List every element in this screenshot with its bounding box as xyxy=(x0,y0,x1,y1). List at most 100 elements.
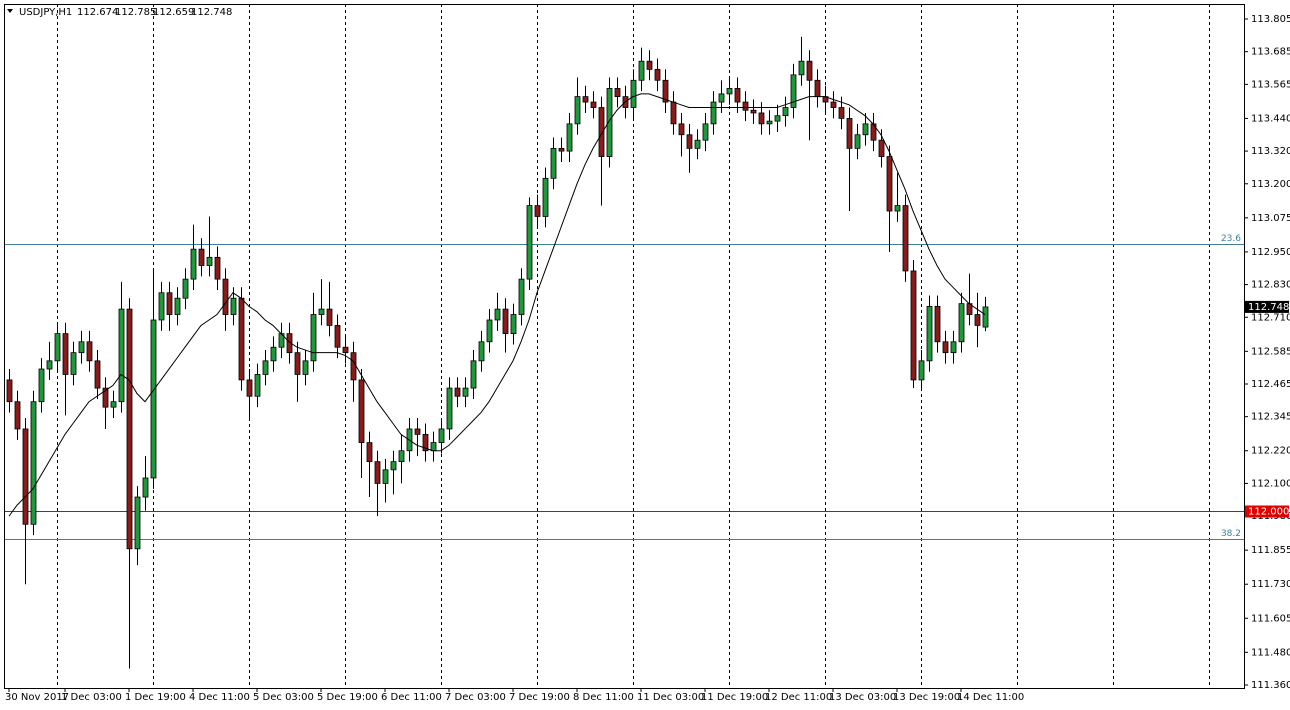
candle-body xyxy=(502,308,509,335)
candle-body xyxy=(726,88,733,95)
candle-body xyxy=(318,308,325,315)
candle-body xyxy=(30,401,37,525)
candle-body xyxy=(294,352,301,375)
y-tick-label: 111.855 xyxy=(1251,545,1290,556)
candle-body xyxy=(214,256,221,280)
candle-body xyxy=(54,333,61,362)
x-tick-label: 6 Dec 11:00 xyxy=(381,692,442,703)
candle-body xyxy=(646,60,653,70)
candle-body xyxy=(366,442,373,463)
low: 112.659 xyxy=(153,7,194,18)
candle-body xyxy=(862,123,869,136)
candle-body xyxy=(910,270,917,381)
candle-body xyxy=(182,278,189,299)
candle-body xyxy=(558,147,565,152)
candle-body xyxy=(830,101,837,108)
candle-body xyxy=(198,248,205,266)
x-tick-label: 1 Dec 19:00 xyxy=(125,692,186,703)
candle-body xyxy=(758,112,765,125)
moving-average xyxy=(8,93,986,517)
candle-body xyxy=(142,477,149,498)
x-tick-label: 5 Dec 03:00 xyxy=(253,692,314,703)
y-tick-label: 111.480 xyxy=(1251,647,1290,658)
menu-triangle xyxy=(7,9,13,13)
x-tick-label: 12 Dec 11:00 xyxy=(765,692,832,703)
candle-body xyxy=(806,60,813,81)
plot-frame xyxy=(4,4,1245,689)
high: 112.785 xyxy=(115,7,156,18)
candle-body xyxy=(166,292,173,315)
x-tick-label: 13 Dec 19:00 xyxy=(893,692,960,703)
x-tick-label: 13 Dec 03:00 xyxy=(829,692,896,703)
candle-body xyxy=(22,428,29,525)
candle-body xyxy=(446,387,453,430)
candle-body xyxy=(430,442,437,452)
y-tick-label: 111.605 xyxy=(1251,613,1290,624)
candle-body xyxy=(86,341,93,362)
y-tick-label: 113.440 xyxy=(1251,113,1290,124)
x-tick-label: 8 Dec 11:00 xyxy=(573,692,634,703)
candle-body xyxy=(414,428,421,435)
candle-body xyxy=(510,314,517,335)
x-tick-label: 7 Dec 19:00 xyxy=(509,692,570,703)
x-tick-label: 4 Dec 11:00 xyxy=(189,692,250,703)
candle-body xyxy=(270,346,277,362)
x-tick-label: 11 Dec 03:00 xyxy=(637,692,704,703)
candle-body xyxy=(374,461,381,484)
y-tick-label: 113.565 xyxy=(1251,79,1290,90)
x-tick-label: 1 Dec 03:00 xyxy=(61,692,122,703)
y-tick-label: 113.685 xyxy=(1251,47,1290,58)
candle-body xyxy=(390,461,397,471)
candle-body xyxy=(118,308,125,403)
candle-body xyxy=(918,360,925,381)
candle-body xyxy=(454,387,461,397)
candle-body xyxy=(902,205,909,272)
candle-body xyxy=(78,341,85,354)
candle-body xyxy=(974,314,981,326)
y-tick-label: 113.200 xyxy=(1251,179,1290,190)
candle-body xyxy=(798,60,805,76)
candle-body xyxy=(782,107,789,117)
candle-body xyxy=(566,123,573,152)
y-tick-label: 111.730 xyxy=(1251,579,1290,590)
candle-body xyxy=(494,308,501,321)
close: 112.748 xyxy=(191,7,232,18)
x-tick-label: 5 Dec 19:00 xyxy=(317,692,378,703)
candle-body xyxy=(102,387,109,408)
level-label: 38.2 xyxy=(1221,529,1241,539)
candle-body xyxy=(590,101,597,108)
candle-body xyxy=(886,156,893,212)
candle-body xyxy=(350,352,357,381)
x-tick-label: 11 Dec 19:00 xyxy=(701,692,768,703)
candle-body xyxy=(310,314,317,362)
y-tick-label: 113.320 xyxy=(1251,146,1290,157)
candle-body xyxy=(854,134,861,149)
candle-body xyxy=(158,292,165,321)
candle-body xyxy=(582,96,589,103)
candle-body xyxy=(742,101,749,111)
candle-body xyxy=(710,101,717,125)
candle-body xyxy=(230,297,237,315)
y-tick-label: 111.360 xyxy=(1251,680,1290,691)
candle-body xyxy=(678,123,685,136)
price-tag-label: 112.748 xyxy=(1248,302,1289,313)
candle-body xyxy=(382,469,389,484)
candle-body xyxy=(38,368,45,403)
candle-body xyxy=(702,123,709,141)
candle-body xyxy=(238,297,245,381)
candle-body xyxy=(662,79,669,103)
level-tag-label: 112.000 xyxy=(1248,507,1289,518)
candle-body xyxy=(934,305,941,343)
candle-body xyxy=(174,297,181,315)
candle-body xyxy=(262,360,269,375)
candle-body xyxy=(438,428,445,443)
y-tick-label: 112.950 xyxy=(1251,247,1290,258)
candle-body xyxy=(486,319,493,343)
y-tick-label: 112.830 xyxy=(1251,280,1290,291)
candle-body xyxy=(734,88,741,103)
candle-body xyxy=(598,107,605,157)
y-tick-label: 113.805 xyxy=(1251,14,1290,25)
candle-body xyxy=(790,74,797,108)
candle-body xyxy=(686,134,693,149)
